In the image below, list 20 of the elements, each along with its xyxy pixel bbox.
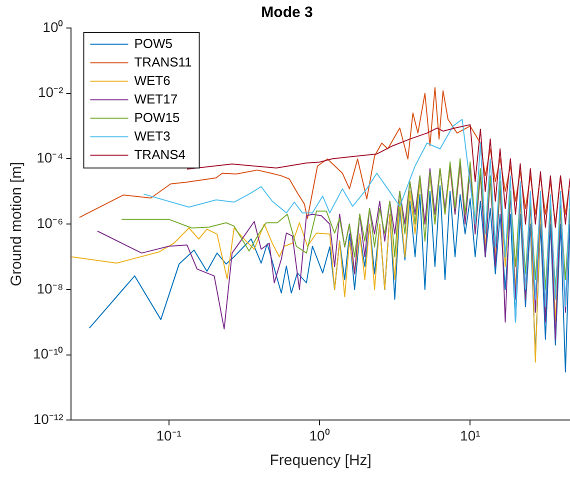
legend-label: WET6 [134,72,170,88]
x-axis-title: Frequency [Hz] [270,452,372,470]
x-tick-label: 10⁰ [309,427,330,444]
legend-label: POW15 [134,110,180,125]
y-axis-title: Ground motion [m] [8,162,26,286]
y-tick-label: 10⁻² [38,84,64,100]
legend-label: WET3 [134,128,170,144]
legend-label: TRANS11 [134,54,192,70]
chart-title: Mode 3 [261,4,313,22]
legend-label: POW5 [134,36,173,51]
y-tick-label: 10⁻⁶ [36,214,64,231]
y-tick-label: 10⁰ [42,18,64,35]
y-tick-label: 10⁻⁸ [36,280,64,296]
x-tick-label: 10⁻¹ [156,427,182,444]
y-tick-label: 10⁻¹² [33,411,64,428]
y-tick-label: 10⁻¹⁰ [33,346,64,362]
legend-label: WET17 [134,91,178,106]
legend-label: TRANS4 [134,146,186,162]
y-tick-label: 10⁻⁴ [36,150,64,166]
x-tick-label: 10¹ [460,427,481,444]
